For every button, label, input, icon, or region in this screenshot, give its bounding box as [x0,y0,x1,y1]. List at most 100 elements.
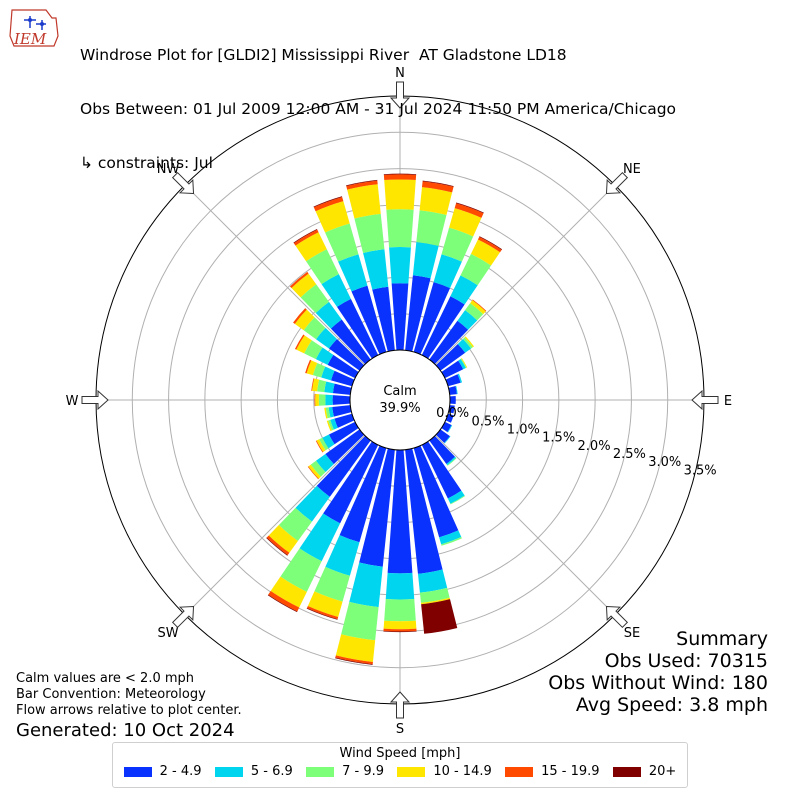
bar-segment [291,273,317,298]
legend-item: 2 - 4.9 [123,764,202,779]
grid-spoke [184,435,365,616]
bar-segment [315,453,334,473]
bar-segment [341,601,379,641]
legend-swatch [123,766,152,777]
bar-segment [327,354,359,379]
bar-segment [439,530,462,545]
iem-logo: IEM [9,9,59,48]
bar-segment [405,448,443,574]
bar-segment [419,587,450,603]
bar-segment [310,460,326,477]
bar-segment [417,569,448,593]
bar-segment [335,657,373,665]
legend-swatch [214,766,243,777]
bar-segment [330,418,338,430]
bar-segment [332,383,352,395]
bar-segment [413,282,451,355]
bar-segment [325,407,331,419]
bar-segment [306,249,339,285]
bar-segment [421,181,454,193]
legend: Wind Speed [mph] 2 - 4.9 5 - 6.9 7 - 9.9… [112,742,688,788]
bar-segment [465,303,484,321]
bar-segment [354,213,385,253]
bar-segment [346,179,378,187]
bar-segment [296,335,312,354]
bar-segment [328,421,359,445]
legend-label: 15 - 19.9 [541,764,600,779]
bar-segment [461,358,468,368]
bar-segment [447,425,453,433]
legend-swatch [306,766,335,777]
calm-note: Calm values are < 2.0 mph [16,671,195,686]
bar-segment [435,429,450,443]
bar-segment [421,441,462,499]
bar-segment [385,572,415,600]
bar-segment [270,576,307,608]
flow-arrow-icon [171,605,195,629]
bar-segment [313,196,343,208]
legend-item: 15 - 19.9 [505,764,600,779]
bar-segment [318,394,326,406]
compass-label-sw: SW [158,626,179,641]
summary-title: Summary [676,628,768,650]
bar-segment [448,386,457,395]
bar-segment [300,284,329,314]
bar-segment [383,620,417,630]
legend-label: 5 - 6.9 [250,764,293,779]
legend-label: 10 - 14.9 [433,764,492,779]
flow-arrow-icon [389,81,411,109]
bar-segment [347,184,381,219]
bar-segment [335,634,376,662]
bar-segment [448,405,455,414]
bar-segment [458,358,466,370]
bar-segment [447,490,465,504]
bar-segment [457,310,478,330]
bar-segment [330,370,355,387]
legend-swatch [505,766,534,777]
bar-segment [441,537,462,546]
bar-segment [325,429,365,465]
bar-segment [446,456,457,466]
legend-item: 10 - 14.9 [397,764,492,779]
bar-segment [322,434,335,449]
legend-label: 20+ [648,764,677,779]
legend-item: 7 - 9.9 [306,764,384,779]
radial-tick-label: 0.5% [471,414,504,429]
bar-convention-note: Bar Convention: Meteorology [16,687,206,702]
legend-swatch [612,766,641,777]
grid-spoke [184,184,365,365]
bar-segment [421,296,465,359]
compass-label-ne: NE [623,162,641,177]
flow-arrow-icon [171,171,195,195]
bar-segment [477,236,502,253]
bar-segment [338,254,368,292]
bar-segment [312,378,320,392]
radial-tick-label: 2.0% [578,439,611,454]
bar-segment [421,599,458,634]
bar-segment [339,445,387,543]
flow-arrow-icon [691,389,719,411]
legend-label: 2 - 4.9 [159,764,202,779]
bar-segment [293,229,319,246]
bar-segment [359,448,395,567]
bar-segment [293,308,307,324]
bar-segment [363,249,389,290]
grid-spoke [435,184,616,365]
compass-label-n: N [395,66,405,81]
bar-segment [463,337,473,349]
bar-segment [384,598,416,622]
bar-segment [449,208,482,237]
bar-segment [470,300,486,315]
avg-speed: Avg Speed: 3.8 mph [575,694,768,716]
legend-items: 2 - 4.9 5 - 6.9 7 - 9.9 10 - 14.9 15 - 1… [113,761,687,779]
bar-segment [295,232,327,262]
bar-segment [314,393,316,407]
bar-segment [268,525,298,553]
bar-segment [306,607,338,620]
bar-segment [384,179,416,210]
bar-segment [435,343,466,371]
legend-swatch [397,766,426,777]
bar-segment [317,379,327,393]
legend-label: 7 - 9.9 [342,764,384,779]
